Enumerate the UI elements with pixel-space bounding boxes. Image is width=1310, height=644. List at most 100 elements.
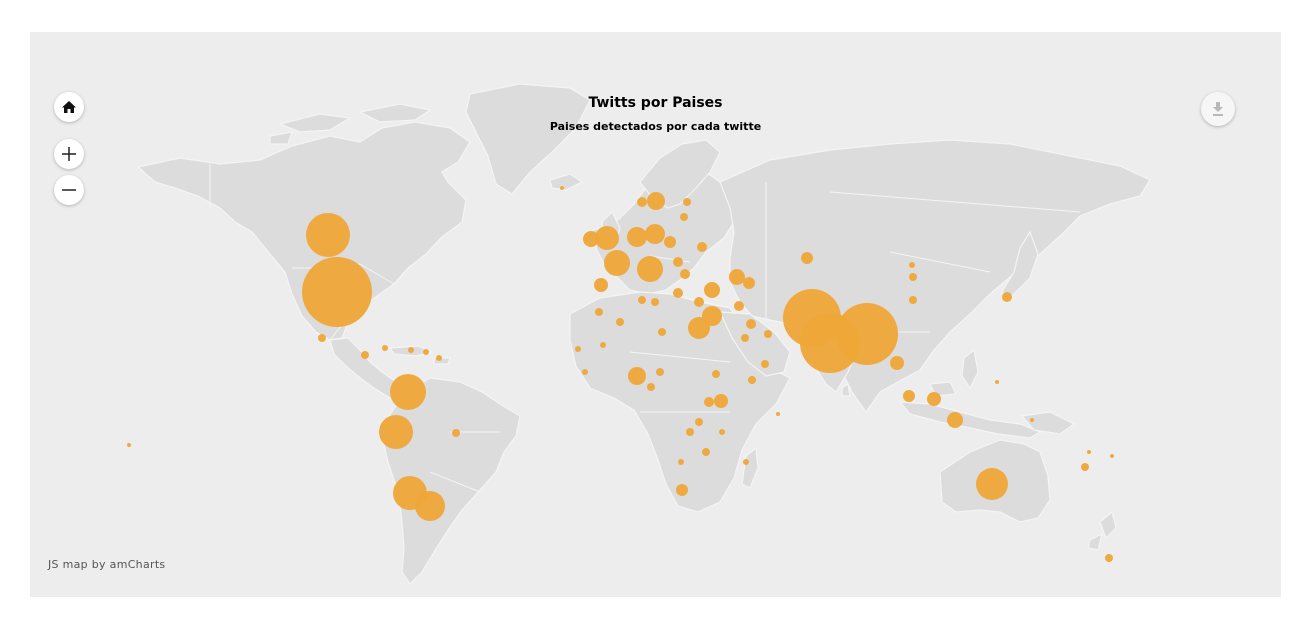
country-bubble[interactable] bbox=[647, 192, 665, 210]
country-bubble[interactable] bbox=[1081, 463, 1089, 471]
map-panel[interactable]: Twitts por Paises Paises detectados por … bbox=[30, 32, 1281, 597]
country-bubble[interactable] bbox=[683, 198, 691, 206]
country-bubble[interactable] bbox=[560, 186, 564, 190]
country-bubble[interactable] bbox=[695, 418, 703, 426]
country-bubble[interactable] bbox=[976, 468, 1008, 500]
country-bubble[interactable] bbox=[909, 262, 915, 268]
country-bubble[interactable] bbox=[927, 392, 941, 406]
country-bubble[interactable] bbox=[637, 256, 663, 282]
country-bubble[interactable] bbox=[741, 334, 749, 342]
country-bubble[interactable] bbox=[686, 428, 694, 436]
country-bubble[interactable] bbox=[743, 459, 749, 465]
zoom-in-button[interactable] bbox=[54, 139, 84, 169]
country-bubble[interactable] bbox=[704, 282, 720, 298]
land-madagascar bbox=[741, 446, 759, 489]
country-bubble[interactable] bbox=[664, 236, 676, 248]
country-bubble[interactable] bbox=[995, 380, 999, 384]
country-bubble[interactable] bbox=[801, 252, 813, 264]
country-bubble[interactable] bbox=[656, 368, 664, 376]
land-arabia bbox=[719, 311, 791, 377]
country-bubble[interactable] bbox=[1087, 450, 1091, 454]
country-bubble[interactable] bbox=[702, 306, 722, 326]
country-bubble[interactable] bbox=[676, 484, 688, 496]
country-bubble[interactable] bbox=[628, 367, 646, 385]
country-bubble[interactable] bbox=[776, 412, 780, 416]
country-bubble[interactable] bbox=[673, 288, 683, 298]
country-bubble[interactable] bbox=[575, 346, 581, 352]
country-bubble[interactable] bbox=[704, 397, 714, 407]
country-bubble[interactable] bbox=[583, 231, 599, 247]
country-bubble[interactable] bbox=[423, 349, 429, 355]
country-bubble[interactable] bbox=[595, 308, 603, 316]
country-bubble[interactable] bbox=[697, 242, 707, 252]
bubbles-layer bbox=[127, 186, 1114, 562]
country-bubble[interactable] bbox=[390, 374, 426, 410]
country-bubble[interactable] bbox=[1110, 454, 1114, 458]
country-bubble[interactable] bbox=[729, 269, 745, 285]
country-bubble[interactable] bbox=[694, 297, 704, 307]
country-bubble[interactable] bbox=[306, 213, 350, 257]
country-bubble[interactable] bbox=[436, 355, 442, 361]
country-bubble[interactable] bbox=[645, 224, 665, 244]
country-bubble[interactable] bbox=[415, 491, 445, 521]
world-map[interactable] bbox=[30, 32, 1281, 597]
country-bubble[interactable] bbox=[746, 319, 756, 329]
land-new-guinea bbox=[1020, 411, 1076, 435]
country-bubble[interactable] bbox=[909, 296, 917, 304]
country-bubble[interactable] bbox=[382, 345, 388, 351]
country-bubble[interactable] bbox=[702, 448, 710, 456]
country-bubble[interactable] bbox=[678, 459, 684, 465]
country-bubble[interactable] bbox=[127, 443, 131, 447]
country-bubble[interactable] bbox=[361, 351, 369, 359]
country-bubble[interactable] bbox=[604, 250, 630, 276]
land-japan bbox=[1001, 230, 1039, 299]
country-bubble[interactable] bbox=[1105, 554, 1113, 562]
country-bubble[interactable] bbox=[719, 429, 725, 435]
country-bubble[interactable] bbox=[302, 257, 372, 327]
country-bubble[interactable] bbox=[743, 277, 755, 289]
country-bubble[interactable] bbox=[903, 390, 915, 402]
country-bubble[interactable] bbox=[680, 269, 690, 279]
home-button[interactable] bbox=[54, 92, 84, 122]
country-bubble[interactable] bbox=[637, 197, 647, 207]
country-bubble[interactable] bbox=[734, 301, 744, 311]
country-bubble[interactable] bbox=[748, 376, 756, 384]
country-bubble[interactable] bbox=[616, 318, 624, 326]
country-bubble[interactable] bbox=[764, 330, 772, 338]
export-button[interactable] bbox=[1201, 92, 1235, 126]
country-bubble[interactable] bbox=[890, 356, 904, 370]
country-bubble[interactable] bbox=[582, 369, 588, 375]
minus-icon bbox=[62, 189, 76, 191]
country-bubble[interactable] bbox=[318, 334, 326, 342]
country-bubble[interactable] bbox=[379, 415, 413, 449]
country-bubble[interactable] bbox=[1030, 418, 1034, 422]
country-bubble[interactable] bbox=[1002, 292, 1012, 302]
country-bubble[interactable] bbox=[638, 296, 646, 304]
country-bubble[interactable] bbox=[627, 227, 647, 247]
land-greenland bbox=[465, 83, 591, 195]
land-layer bbox=[136, 83, 1151, 585]
country-bubble[interactable] bbox=[761, 360, 769, 368]
land-arctic-islands bbox=[269, 103, 432, 145]
country-bubble[interactable] bbox=[408, 347, 414, 353]
country-bubble[interactable] bbox=[594, 278, 608, 292]
country-bubble[interactable] bbox=[651, 298, 659, 306]
country-bubble[interactable] bbox=[673, 257, 683, 267]
country-bubble[interactable] bbox=[600, 342, 606, 348]
country-bubble[interactable] bbox=[647, 383, 655, 391]
land-iceland bbox=[549, 173, 584, 191]
country-bubble[interactable] bbox=[909, 273, 917, 281]
country-bubble[interactable] bbox=[947, 412, 963, 428]
land-north-america bbox=[136, 121, 471, 341]
land-philippines bbox=[961, 348, 979, 390]
land-south-america bbox=[381, 377, 521, 585]
country-bubble[interactable] bbox=[658, 328, 666, 336]
country-bubble[interactable] bbox=[714, 394, 728, 408]
country-bubble[interactable] bbox=[712, 370, 720, 378]
country-bubble[interactable] bbox=[452, 429, 460, 437]
country-bubble[interactable] bbox=[836, 303, 898, 365]
country-bubble[interactable] bbox=[680, 213, 688, 221]
country-bubble[interactable] bbox=[595, 226, 619, 250]
zoom-out-button[interactable] bbox=[54, 175, 84, 205]
amcharts-credit-link[interactable]: JS map by amCharts bbox=[48, 558, 166, 571]
